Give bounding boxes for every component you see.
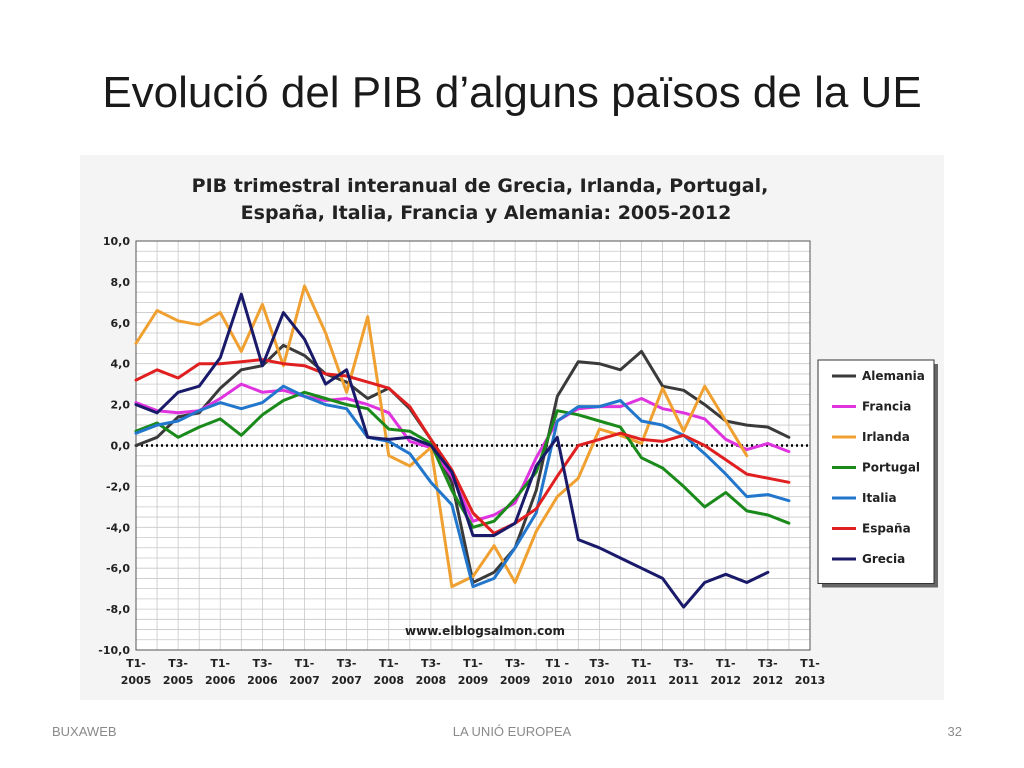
footer-center: LA UNIÓ EUROPEA	[452, 724, 572, 739]
x-tick-label-quarter: T1-	[379, 657, 399, 670]
x-tick-label-year: 2009	[458, 674, 489, 687]
x-tick-label-year: 2012	[753, 674, 784, 687]
x-tick-label-year: 2008	[416, 674, 447, 687]
x-tick-label-quarter: T3-	[505, 657, 525, 670]
y-tick-label: 8,0	[111, 276, 131, 289]
series-line-italia	[134, 384, 791, 589]
series-line-alemania	[134, 343, 791, 584]
x-tick-label-quarter: T3-	[253, 657, 273, 670]
legend-label: Grecia	[862, 552, 905, 566]
legend-label: Alemania	[862, 369, 925, 383]
x-tick-label-quarter: T1-	[800, 657, 820, 670]
legend-label: Italia	[862, 491, 897, 505]
x-tick-label-year: 2013	[795, 674, 826, 687]
x-tick-label-year: 2010	[584, 674, 615, 687]
y-tick-label: -6,0	[106, 562, 130, 575]
y-tick-label: -4,0	[106, 521, 130, 534]
x-tick-label-year: 2011	[668, 674, 699, 687]
x-tick-label-quarter: T1-	[295, 657, 315, 670]
legend-label: Francia	[862, 400, 911, 414]
series-line-irlanda	[134, 284, 749, 589]
y-tick-label: 2,0	[111, 399, 131, 412]
x-tick-label-year: 2009	[500, 674, 531, 687]
chart-panel: 10,0 8,0 6,0 4,0 2,0 0,0 -2,0 -4,0 -6,0 -8,0 -10,0…	[80, 155, 944, 700]
y-tick-label: 4,0	[111, 358, 131, 371]
chart-series	[134, 284, 791, 609]
x-tick-label-year: 2007	[289, 674, 320, 687]
x-tick-label-quarter: T3-	[590, 657, 610, 670]
chart-watermark: www.elblogsalmon.com	[405, 624, 565, 638]
legend-label: Portugal	[862, 461, 920, 475]
chart-axes: 10,0 8,0 6,0 4,0 2,0 0,0 -2,0 -4,0 -6,0 -8,0 -10,0…	[98, 235, 825, 687]
series-line-portugal	[134, 390, 791, 529]
legend-box	[817, 359, 935, 584]
x-tick-label-quarter: T3-	[337, 657, 357, 670]
x-tick-label-quarter: T3-	[168, 657, 188, 670]
y-tick-label: -2,0	[106, 480, 130, 493]
x-tick-label-quarter: T1-	[463, 657, 483, 670]
x-tick-label-quarter: T1-	[632, 657, 652, 670]
x-tick-label-quarter: T3-	[758, 657, 778, 670]
x-tick-label-year: 2012	[710, 674, 741, 687]
y-tick-label: -10,0	[98, 644, 130, 657]
x-tick-label-year: 2007	[331, 674, 362, 687]
x-tick-label-quarter: T3-	[674, 657, 694, 670]
x-tick-label-year: 2011	[626, 674, 657, 687]
x-tick-label-year: 2005	[121, 674, 152, 687]
x-tick-label-quarter: T1-	[716, 657, 736, 670]
chart-title-line2: España, Italia, Francia y Alemania: 2005…	[241, 202, 732, 224]
chart-legend: Alemania Francia Irlanda Portugal Italia Espa…	[817, 359, 938, 588]
x-tick-label-year: 2006	[247, 674, 278, 687]
series-line-grecia	[134, 292, 770, 609]
x-tick-label-year: 2006	[205, 674, 236, 687]
x-tick-label-year: 2005	[163, 674, 194, 687]
x-tick-label-quarter: T1-	[126, 657, 146, 670]
chart-title-line1: PIB trimestral interanual de Grecia, Irl…	[192, 175, 769, 197]
y-tick-label: 0,0	[111, 440, 131, 453]
y-tick-label: 10,0	[103, 235, 130, 248]
y-tick-label: 6,0	[111, 317, 131, 330]
x-tick-label-quarter: T3-	[421, 657, 441, 670]
legend-label: Irlanda	[862, 430, 910, 444]
y-tick-label: -8,0	[106, 603, 130, 616]
x-tick-label-year: 2008	[373, 674, 404, 687]
footer-left: BUXAWEB	[52, 724, 117, 739]
gdp-line-chart: 10,0 8,0 6,0 4,0 2,0 0,0 -2,0 -4,0 -6,0 -8,0 -10,0…	[98, 175, 938, 687]
legend-label: España	[862, 522, 911, 536]
slide-title: Evolució del PIB d’alguns països de la U…	[102, 68, 922, 117]
x-tick-label-quarter: T1-	[210, 657, 230, 670]
series-line-espaa	[134, 358, 791, 535]
series-line-francia	[134, 382, 791, 523]
x-tick-label-year: 2010	[542, 674, 573, 687]
slide-number: 32	[947, 724, 962, 739]
x-tick-label-quarter: T1 -	[545, 657, 569, 670]
